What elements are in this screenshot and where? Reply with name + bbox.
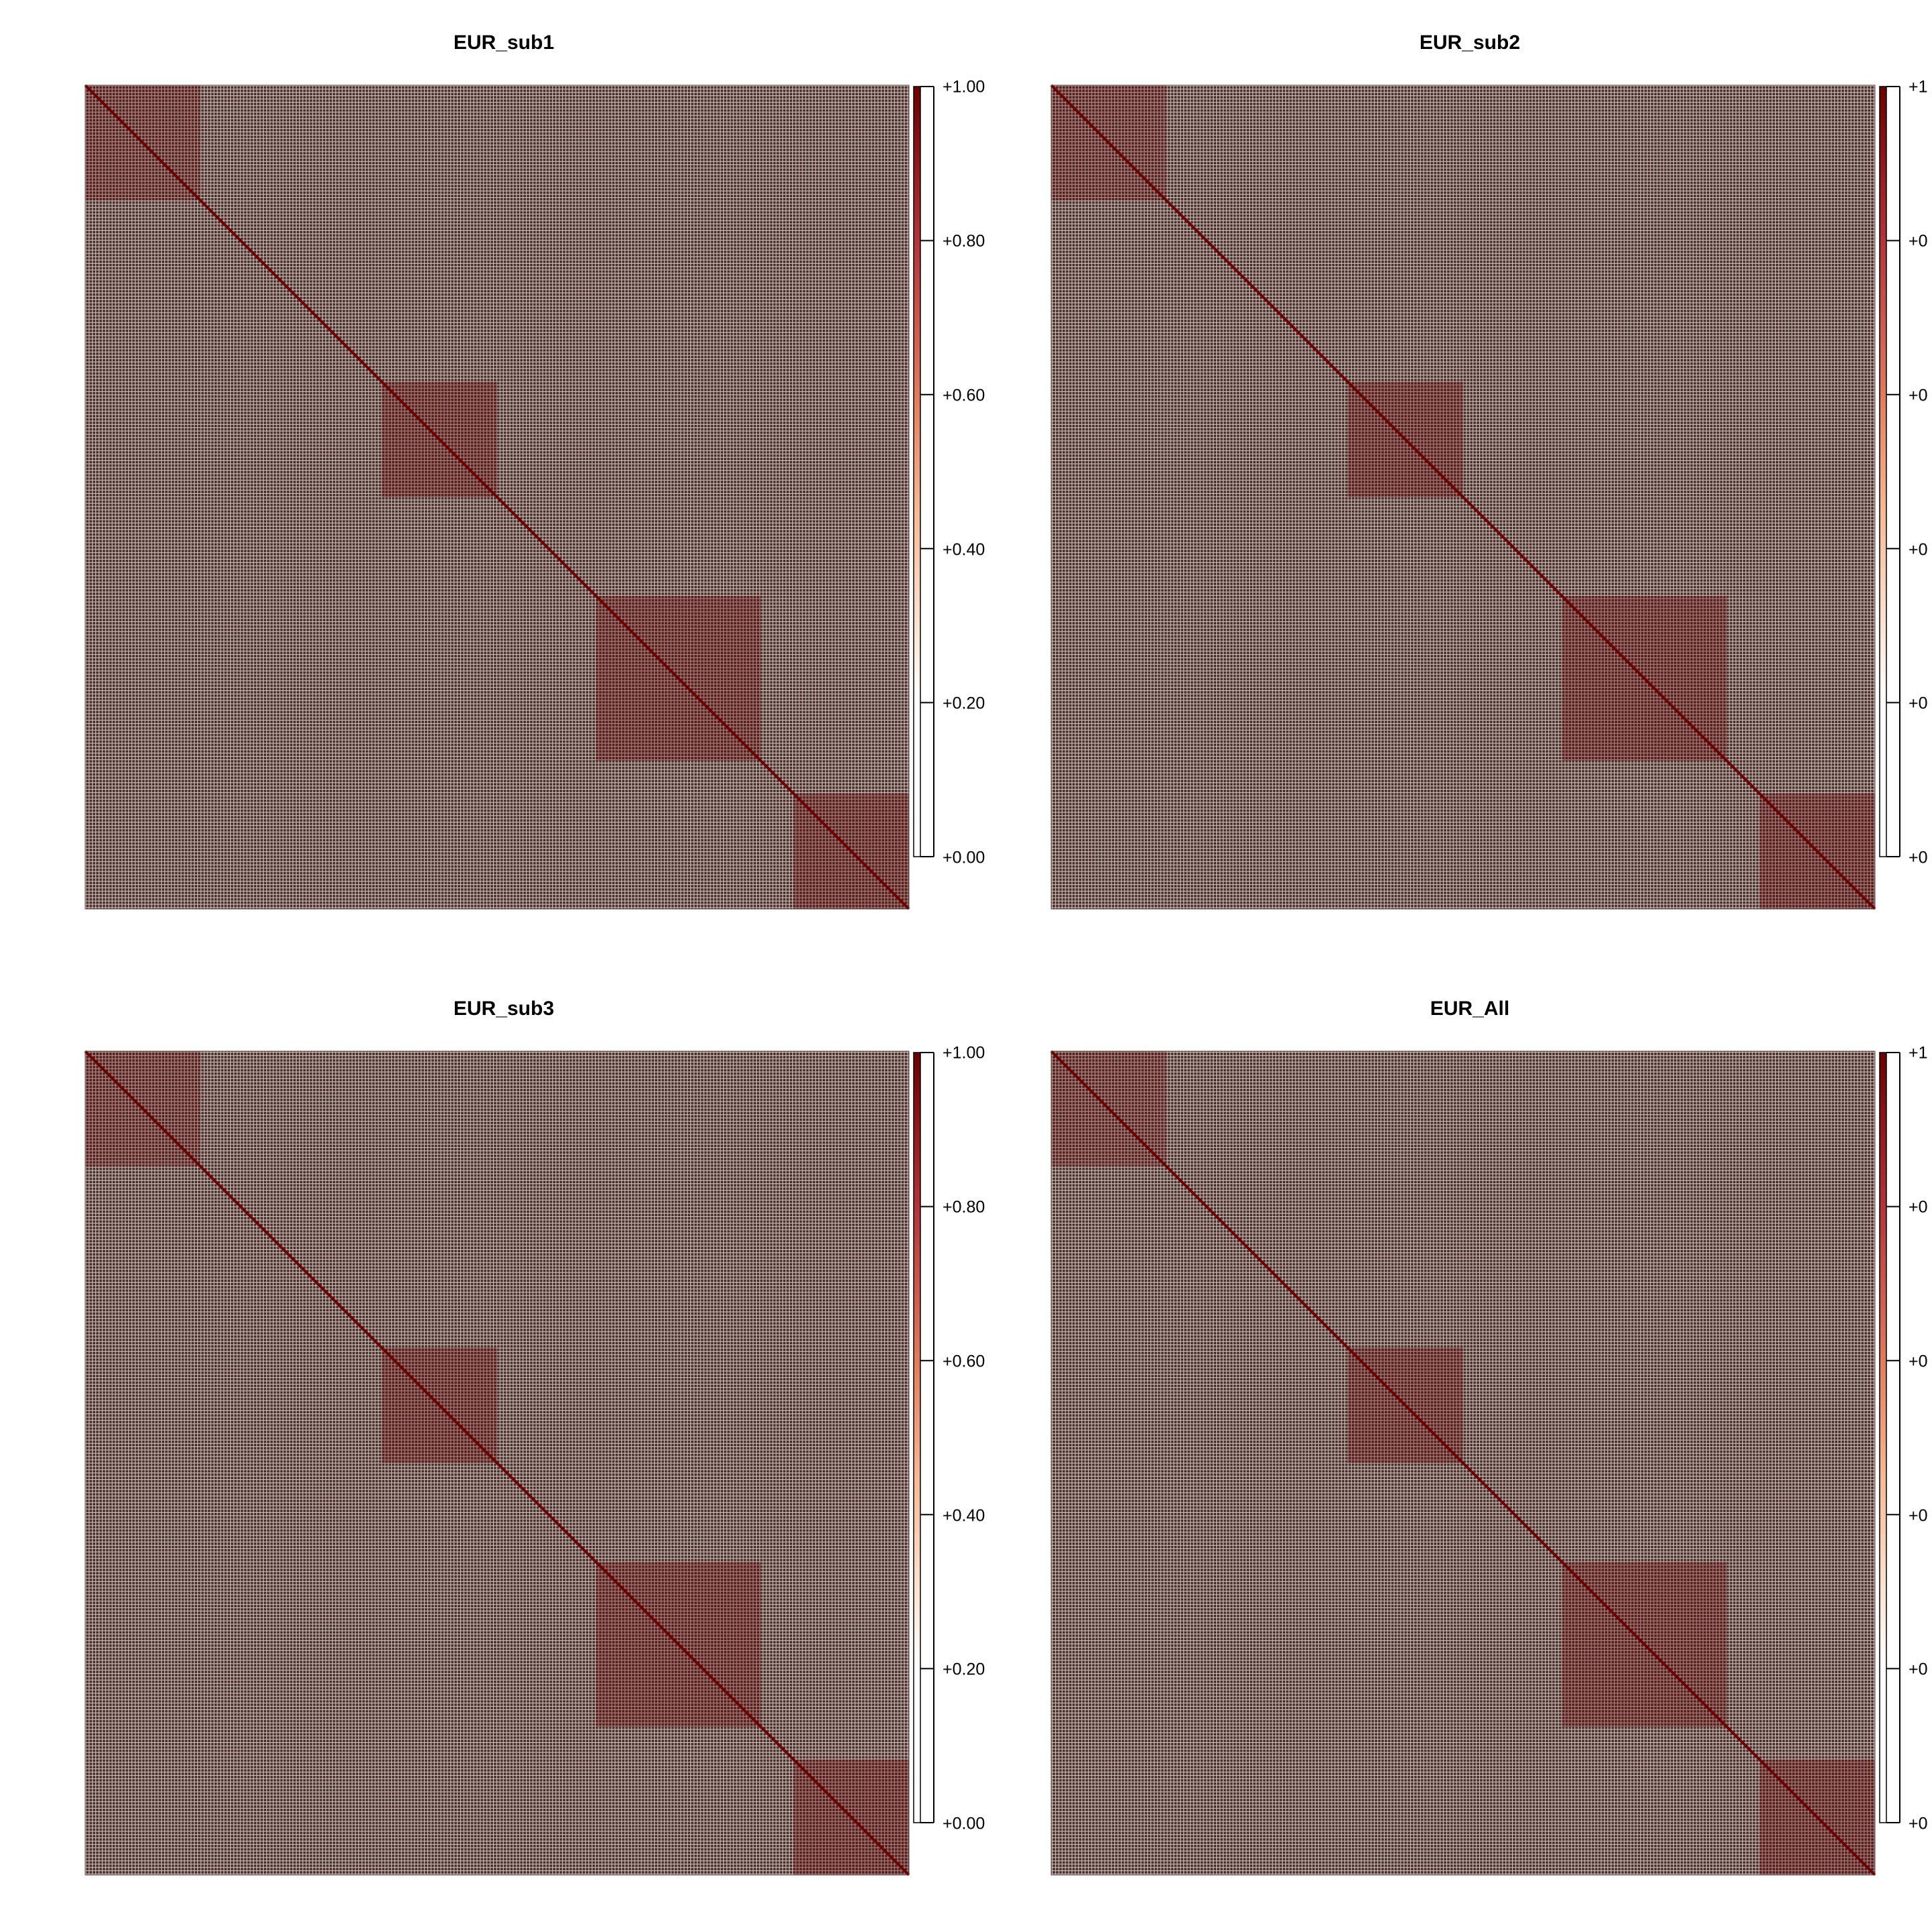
heatmap [84, 1050, 910, 1876]
colorbar-tick-label: +0 [1909, 1815, 1928, 1833]
colorbar-tick-label: +0.60 [943, 1352, 985, 1371]
colorbar: +0 +0 +0 +0 +0 +1 [1879, 1044, 1928, 1833]
heatmap [1050, 84, 1876, 910]
heatmap-diagonal [84, 1050, 910, 1876]
panel-title: EUR_sub1 [453, 32, 554, 54]
heatmap-diagonal [1050, 1050, 1876, 1876]
colorbar: +0.00 +0.20 +0.40 +0.60 +0.80 +1.00 [913, 78, 985, 867]
heatmap-border [85, 85, 910, 910]
colorbar-tick-label: +0.20 [943, 694, 985, 713]
colorbar-tick-label: +0 [1909, 694, 1928, 713]
colorbar-tick-label: +0.00 [943, 1815, 985, 1833]
panel-eur-all: EUR_All +0 +0 +0 +0 +0 +1 [1050, 998, 1928, 1876]
panel-title: EUR_sub2 [1419, 32, 1520, 54]
colorbar-tick-label: +0 [1909, 1507, 1928, 1525]
colorbar-tick-label: +0.80 [943, 1198, 985, 1217]
panel-eur-sub1: EUR_sub1 +0.00 +0.20 +0.40 +0.60 +0.80 +… [84, 32, 985, 910]
colorbar-tick-label: +0.40 [943, 1507, 985, 1525]
colorbar-gradient [913, 86, 921, 857]
colorbar: +0 +0 +0 +0 +0 +1 [1879, 78, 1928, 867]
colorbar-tick-label: +0 [1909, 1352, 1928, 1371]
panel-title: EUR_All [1430, 998, 1509, 1020]
colorbar-tick-label: +1.00 [943, 1044, 985, 1063]
heatmap-border [1051, 85, 1876, 910]
colorbar-tick-label: +0 [1909, 1198, 1928, 1217]
colorbar-gradient [913, 1052, 921, 1823]
panel-eur-sub2: EUR_sub2 +0 +0 +0 +0 +0 +1 [1050, 32, 1928, 910]
colorbar-tick-label: +0 [1909, 386, 1928, 405]
colorbar-tick-label: +0.40 [943, 541, 985, 559]
colorbar-tick-label: +0.00 [943, 849, 985, 867]
panel-eur-sub3: EUR_sub3 +0.00 +0.20 +0.40 +0.60 +0.80 +… [84, 998, 985, 1876]
heatmap [84, 84, 910, 910]
heatmap-border [1051, 1051, 1876, 1876]
colorbar-tick-label: +0 [1909, 232, 1928, 251]
colorbar-gradient [1879, 1052, 1887, 1823]
heatmap-border [85, 1051, 910, 1876]
heatmap [1050, 1050, 1876, 1876]
colorbar-tick-label: +0.20 [943, 1660, 985, 1679]
colorbar-tick-label: +0.60 [943, 386, 985, 405]
colorbar-gradient [1879, 86, 1887, 857]
panel-title: EUR_sub3 [453, 998, 554, 1020]
colorbar-tick-label: +0 [1909, 849, 1928, 867]
colorbar-tick-label: +1 [1909, 1044, 1928, 1063]
colorbar: +0.00 +0.20 +0.40 +0.60 +0.80 +1.00 [913, 1044, 985, 1833]
colorbar-tick-label: +0 [1909, 1660, 1928, 1679]
colorbar-tick-label: +0.80 [943, 232, 985, 251]
colorbar-tick-label: +0 [1909, 541, 1928, 559]
colorbar-tick-label: +1.00 [943, 78, 985, 97]
heatmap-diagonal [84, 84, 910, 910]
colorbar-tick-label: +1 [1909, 78, 1928, 97]
heatmap-diagonal [1050, 84, 1876, 910]
